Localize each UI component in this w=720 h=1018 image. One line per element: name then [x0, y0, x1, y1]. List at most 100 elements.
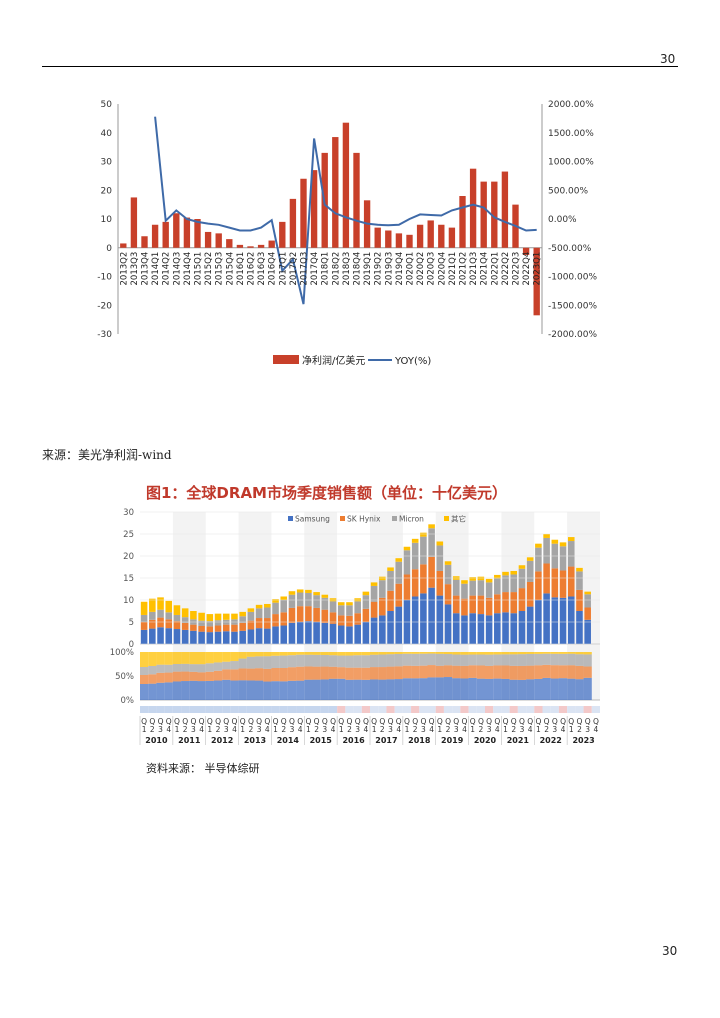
- quarter-prefix: Q: [388, 717, 394, 726]
- sales-bar-sk-hynix: [428, 556, 435, 588]
- quarter-prefix: Q: [486, 717, 492, 726]
- chart2-x-axis: Q1Q2Q3Q4Q1Q2Q3Q4Q1Q2Q3Q4Q1Q2Q3Q4Q1Q2Q3Q4…: [139, 706, 600, 745]
- sales-bar-samsung: [140, 629, 148, 644]
- left-tick-label: 20: [101, 186, 113, 196]
- heat-cell: [279, 706, 288, 713]
- share-bar: [246, 668, 255, 681]
- heat-cell: [452, 706, 461, 713]
- sales-bar-micron: [288, 594, 296, 608]
- quarter-label: 1: [273, 725, 278, 734]
- chart1-x-axis: 2013Q2 2013Q3 2013Q4 2014Q1 2014Q2 2014Q3 2014…: [119, 252, 542, 286]
- sales-bar-samsung: [387, 611, 394, 644]
- quarter-label: 3: [322, 725, 327, 734]
- share-bar: [526, 679, 535, 700]
- quarter-prefix: Q: [363, 717, 369, 726]
- sales-bar-其它: [461, 580, 468, 584]
- heat-cell: [238, 706, 247, 713]
- share-bar: [197, 652, 206, 665]
- share-bar: [296, 652, 305, 655]
- share-bar: [345, 667, 354, 680]
- sales-bar-其它: [305, 589, 312, 593]
- right-tick-label: -1500.00%: [548, 301, 597, 311]
- share-bar: [460, 652, 469, 655]
- sales-bar-samsung: [329, 623, 337, 644]
- quarter-label: 4: [331, 725, 336, 734]
- quarter-label: 1: [536, 725, 541, 734]
- category-label: 2021Q2: [459, 252, 469, 286]
- share-bar: [501, 678, 510, 700]
- sales-bar-micron: [387, 570, 394, 591]
- share-bar: [296, 680, 305, 700]
- quarter-label: 2: [446, 725, 451, 734]
- profit-bar: [268, 240, 275, 248]
- share-bar: [361, 679, 370, 700]
- quarter-prefix: Q: [511, 717, 517, 726]
- sales-bar-sk-hynix: [198, 625, 205, 632]
- source-note-1: 来源：美光净利润-wind: [42, 448, 172, 462]
- heat-cell: [337, 706, 346, 713]
- share-bar: [287, 655, 297, 668]
- quarter-label: 1: [405, 725, 410, 734]
- quarter-label: 1: [372, 725, 377, 734]
- share-bar: [460, 678, 469, 700]
- quarter-label: 3: [487, 725, 492, 734]
- share-bar: [476, 678, 485, 700]
- sales-bar-其它: [551, 539, 559, 544]
- share-bar: [411, 652, 420, 654]
- header-rule: [42, 66, 678, 67]
- share-bar: [222, 669, 231, 680]
- quarter-prefix: Q: [519, 717, 525, 726]
- share-bar: [567, 678, 576, 700]
- share-bar: [345, 652, 354, 656]
- quarter-prefix: Q: [355, 717, 361, 726]
- quarter-prefix: Q: [248, 717, 254, 726]
- share-bar: [263, 652, 272, 657]
- share-bar: [435, 652, 444, 654]
- sales-bar-samsung: [428, 587, 435, 644]
- share-bar: [238, 668, 247, 681]
- share-bar: [263, 656, 272, 669]
- share-bar: [476, 665, 485, 679]
- sales-bar-samsung: [280, 625, 288, 644]
- share-bar: [583, 652, 592, 655]
- heat-cell: [164, 706, 173, 713]
- year-label: 2012: [211, 736, 233, 745]
- category-label: 2020Q2: [416, 252, 426, 286]
- heat-cell: [493, 706, 502, 713]
- sales-bar-sk-hynix: [461, 598, 468, 616]
- share-bar: [230, 669, 239, 681]
- share-bar: [476, 654, 485, 666]
- quarter-label: 1: [437, 725, 442, 734]
- category-label: 2019Q4: [395, 252, 405, 286]
- share-bar: [197, 681, 206, 700]
- heat-cell: [370, 706, 379, 713]
- share-bar: [411, 665, 420, 679]
- category-label: 2017Q3: [300, 252, 310, 286]
- sales-bar-samsung: [346, 626, 353, 644]
- sales-bar-samsung: [461, 615, 468, 644]
- pct-tick-label: 50%: [115, 672, 134, 682]
- profit-bar: [533, 247, 540, 316]
- share-bar: [172, 671, 182, 682]
- share-bar: [427, 652, 436, 654]
- quarter-prefix: Q: [503, 717, 509, 726]
- quarter-label: 2: [347, 725, 352, 734]
- share-bar: [140, 684, 149, 700]
- sales-bar-micron: [181, 617, 189, 623]
- share-bar: [312, 666, 321, 680]
- profit-bar: [215, 233, 222, 248]
- year-label: 2011: [178, 736, 201, 745]
- heat-cell: [263, 706, 272, 713]
- share-bar: [419, 678, 428, 700]
- y-tick-label: 15: [123, 574, 134, 584]
- heat-cell: [509, 706, 518, 713]
- share-bar: [427, 653, 436, 666]
- page-number-top: 30: [660, 52, 676, 66]
- quarter-label: 4: [495, 725, 500, 734]
- share-bar: [493, 678, 502, 700]
- profit-bar: [491, 181, 498, 248]
- share-bar: [181, 681, 190, 700]
- legend-label: Micron: [399, 515, 424, 524]
- share-bar: [189, 671, 198, 681]
- chart2-legend: Samsung SK Hynix Micron 其它: [288, 514, 466, 524]
